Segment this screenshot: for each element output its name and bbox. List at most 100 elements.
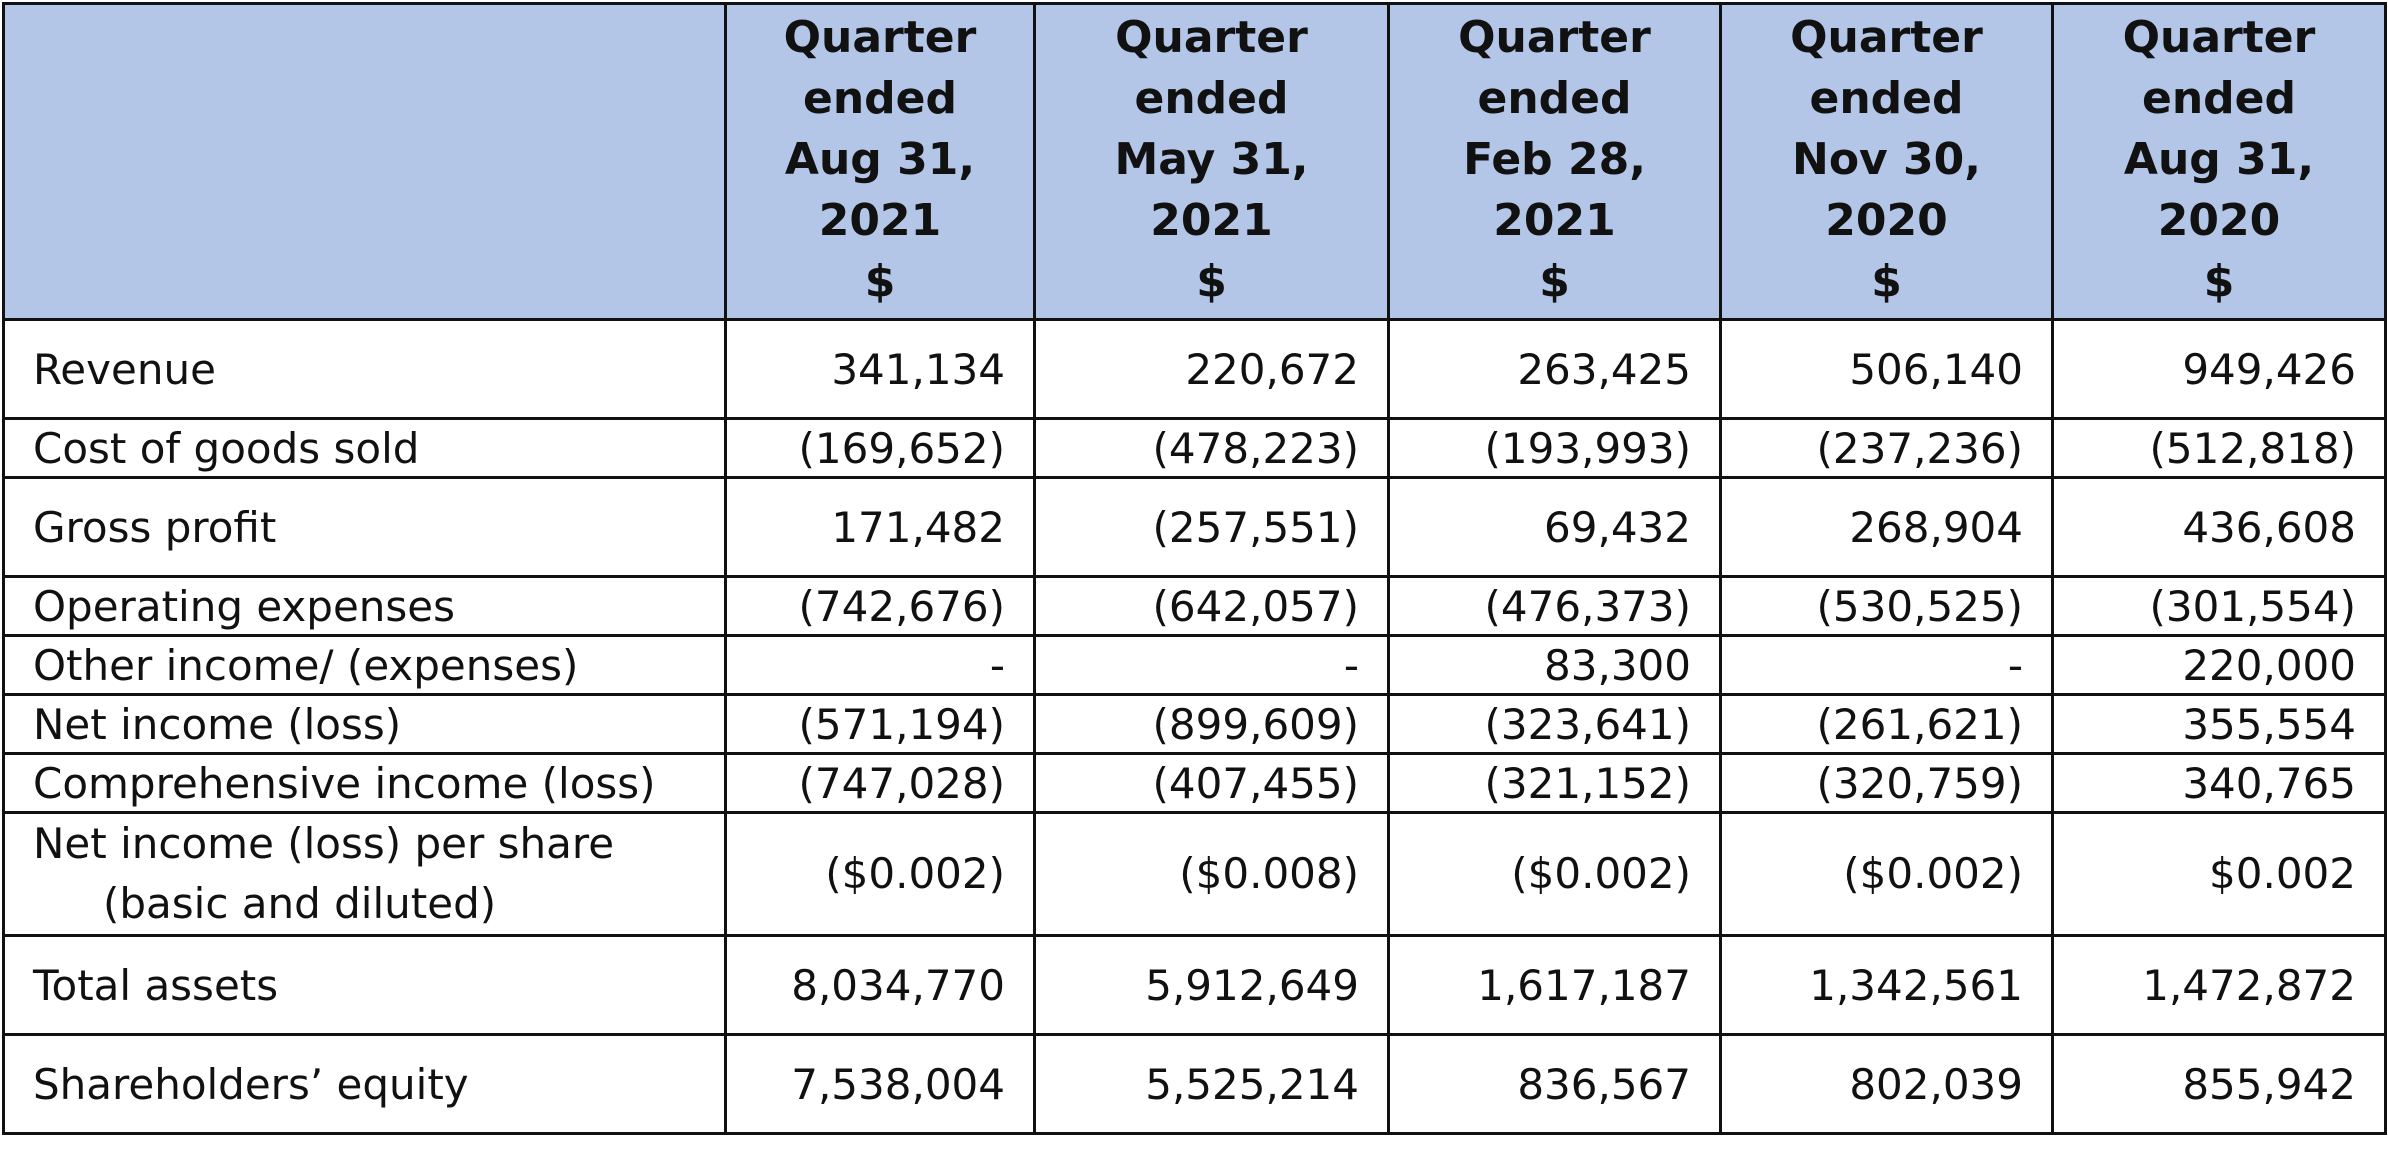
table-cell: (261,621) (1719, 693, 2054, 755)
header-line: ended (1809, 73, 1964, 124)
table-cell: (257,551) (1033, 476, 1390, 578)
header-line: Aug 31, (784, 134, 976, 185)
row-label: Net income (loss) per share (33, 819, 615, 868)
table-cell: 7,538,004 (724, 1033, 1036, 1135)
table-cell: ($0.002) (1719, 811, 2054, 937)
table-cell: (530,525) (1719, 575, 2054, 637)
header-line: Feb 28, (1463, 134, 1646, 185)
header-row: Quarter ended Aug 31, 2021 $ Quarter end… (2, 2, 2387, 321)
table-cell: 855,942 (2051, 1033, 2387, 1135)
row-label: Cost of goods sold (2, 417, 727, 479)
table-cell: (169,652) (724, 417, 1036, 479)
header-empty-cell (2, 2, 727, 321)
table-cell: (742,676) (724, 575, 1036, 637)
column-header-q-feb-2021: Quarter ended Feb 28, 2021 $ (1387, 2, 1722, 321)
header-line: Quarter (1115, 12, 1308, 63)
table-cell: (321,152) (1387, 752, 1722, 814)
table-cell: (747,028) (724, 752, 1036, 814)
header-line: ended (2142, 73, 2296, 124)
header-line: Quarter (1790, 12, 1983, 63)
column-header-q-aug-2020: Quarter ended Aug 31, 2020 $ (2051, 2, 2387, 321)
row-label: Gross profit (2, 476, 727, 578)
table-cell: 5,525,214 (1033, 1033, 1390, 1135)
row-label: Other income/ (expenses) (2, 634, 727, 696)
header-line: Quarter (783, 12, 977, 63)
row-label: Net income (loss) (2, 693, 727, 755)
column-header-q-aug-2021: Quarter ended Aug 31, 2021 $ (724, 2, 1036, 321)
table-row-revenue: Revenue 341,134 220,672 263,425 506,140 … (2, 318, 2387, 420)
column-header-q-may-2021: Quarter ended May 31, 2021 $ (1033, 2, 1390, 321)
financial-summary-table: Quarter ended Aug 31, 2021 $ Quarter end… (2, 2, 2387, 1135)
row-label: Revenue (2, 318, 727, 420)
header-line: 2020 (1825, 195, 1948, 246)
table-cell: 355,554 (2051, 693, 2387, 755)
table-cell: 1,472,872 (2051, 934, 2387, 1036)
table-cell: (476,373) (1387, 575, 1722, 637)
row-label-eps: Net income (loss) per share (basic and d… (2, 811, 727, 937)
table-cell: ($0.002) (1387, 811, 1722, 937)
row-sublabel: (basic and diluted) (103, 879, 497, 928)
table-cell: ($0.008) (1033, 811, 1390, 937)
table-cell: (512,818) (2051, 417, 2387, 479)
table-cell: 5,912,649 (1033, 934, 1390, 1036)
header-line: Aug 31, (2123, 134, 2315, 185)
table-cell: 436,608 (2051, 476, 2387, 578)
table-cell: 949,426 (2051, 318, 2387, 420)
table-row-cogs: Cost of goods sold (169,652) (478,223) (… (2, 417, 2387, 479)
table-cell: $0.002 (2051, 811, 2387, 937)
header-currency: $ (1871, 256, 1902, 307)
table-cell: 263,425 (1387, 318, 1722, 420)
header-currency: $ (864, 256, 896, 307)
table-cell: 506,140 (1719, 318, 2054, 420)
table-cell: - (1719, 634, 2054, 696)
row-label: Total assets (2, 934, 727, 1036)
header-line: 2021 (818, 195, 942, 246)
header-currency: $ (1539, 256, 1570, 307)
table-row-comprehensive-income: Comprehensive income (loss) (747,028) (4… (2, 752, 2387, 814)
row-label: Shareholders’ equity (2, 1033, 727, 1135)
header-line: ended (803, 73, 957, 124)
table-cell: 171,482 (724, 476, 1036, 578)
header-line: May 31, (1114, 134, 1309, 185)
table-cell: (899,609) (1033, 693, 1390, 755)
table-cell: 69,432 (1387, 476, 1722, 578)
table-row-total-assets: Total assets 8,034,770 5,912,649 1,617,1… (2, 934, 2387, 1036)
table-cell: (478,223) (1033, 417, 1390, 479)
table-cell: (642,057) (1033, 575, 1390, 637)
table-cell: 220,000 (2051, 634, 2387, 696)
table-cell: (301,554) (2051, 575, 2387, 637)
header-line: Nov 30, (1792, 134, 1981, 185)
table-row-eps: Net income (loss) per share (basic and d… (2, 811, 2387, 937)
header-line: 2021 (1493, 195, 1616, 246)
table-cell: (193,993) (1387, 417, 1722, 479)
header-line: ended (1134, 73, 1289, 124)
table-cell: - (724, 634, 1036, 696)
header-line: Quarter (2122, 12, 2316, 63)
table-cell: (320,759) (1719, 752, 2054, 814)
row-label: Operating expenses (2, 575, 727, 637)
table-cell: 268,904 (1719, 476, 2054, 578)
header-currency: $ (1196, 256, 1227, 307)
table-row-gross-profit: Gross profit 171,482 (257,551) 69,432 26… (2, 476, 2387, 578)
table-cell: 836,567 (1387, 1033, 1722, 1135)
table-cell: 1,342,561 (1719, 934, 2054, 1036)
header-currency: $ (2203, 256, 2235, 307)
table-body: Revenue 341,134 220,672 263,425 506,140 … (2, 318, 2387, 1135)
header-line: ended (1477, 73, 1632, 124)
table-cell: (237,236) (1719, 417, 2054, 479)
column-header-q-nov-2020: Quarter ended Nov 30, 2020 $ (1719, 2, 2054, 321)
table-cell: 802,039 (1719, 1033, 2054, 1135)
table-cell: 83,300 (1387, 634, 1722, 696)
header-line: 2020 (2157, 195, 2281, 246)
table-header: Quarter ended Aug 31, 2021 $ Quarter end… (2, 2, 2387, 321)
table-cell: 341,134 (724, 318, 1036, 420)
table-cell: 1,617,187 (1387, 934, 1722, 1036)
table-row-operating-expenses: Operating expenses (742,676) (642,057) (… (2, 575, 2387, 637)
table-row-net-income: Net income (loss) (571,194) (899,609) (3… (2, 693, 2387, 755)
table-cell: 220,672 (1033, 318, 1390, 420)
table-cell: 340,765 (2051, 752, 2387, 814)
table-cell: ($0.002) (724, 811, 1036, 937)
table-cell: (407,455) (1033, 752, 1390, 814)
row-label: Comprehensive income (loss) (2, 752, 727, 814)
header-line: 2021 (1150, 195, 1273, 246)
